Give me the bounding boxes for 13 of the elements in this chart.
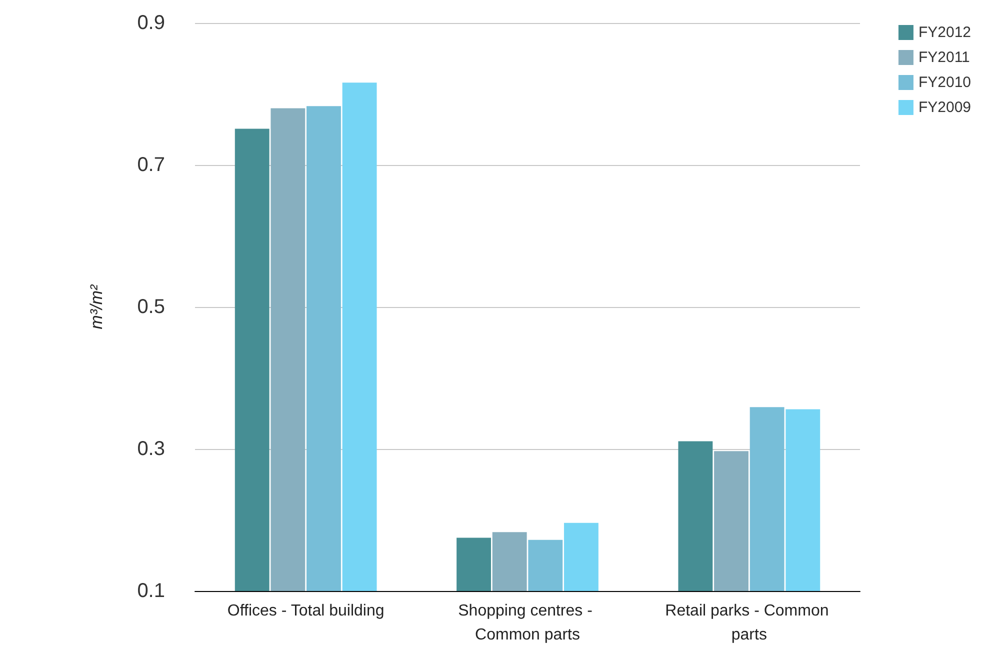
x-tick-label: Shopping centres - Common parts — [458, 602, 597, 644]
y-tick-label: 0.1 — [137, 580, 165, 602]
y-axis-title: m³/m² — [87, 283, 106, 330]
x-tick-label: Retail parks - Common parts — [665, 602, 834, 644]
y-tick-label: 0.9 — [137, 12, 165, 34]
y-tick-label: 0.3 — [137, 438, 165, 460]
legend-label: FY2009 — [918, 99, 972, 116]
y-tick-label: 0.5 — [137, 296, 165, 318]
x-tick-label: Offices - Total building — [227, 602, 384, 620]
legend-label: FY2012 — [918, 24, 972, 41]
y-tick-label: 0.7 — [137, 154, 165, 176]
legend-label: FY2011 — [918, 49, 970, 66]
legend-label: FY2010 — [918, 74, 972, 91]
